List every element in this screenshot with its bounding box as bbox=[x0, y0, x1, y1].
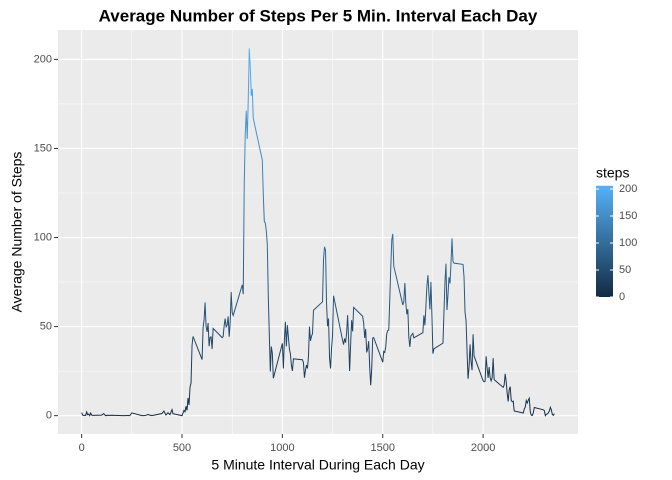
y-tick-label: 100 bbox=[34, 231, 52, 243]
plot-panel bbox=[58, 30, 578, 434]
x-tick-label: 1000 bbox=[270, 442, 294, 454]
x-tick-label: 500 bbox=[173, 442, 191, 454]
legend-title: steps bbox=[596, 165, 629, 181]
x-axis-label: 5 Minute Interval During Each Day bbox=[211, 457, 424, 473]
y-tick-label: 200 bbox=[34, 53, 52, 65]
x-tick-label: 0 bbox=[79, 442, 85, 454]
y-axis-label: Average Number of Steps bbox=[9, 152, 25, 313]
y-tick-label: 150 bbox=[34, 142, 52, 154]
y-tick-label: 50 bbox=[40, 320, 52, 332]
legend-label: 100 bbox=[619, 237, 637, 249]
legend-label: 0 bbox=[619, 291, 625, 303]
legend-label: 150 bbox=[619, 210, 637, 222]
legend-label: 50 bbox=[619, 264, 631, 276]
data-line bbox=[81, 48, 555, 417]
y-tick-label: 0 bbox=[46, 410, 52, 422]
legend-colorbar bbox=[596, 185, 613, 297]
legend-label: 200 bbox=[619, 183, 637, 195]
x-tick-label: 1500 bbox=[370, 442, 394, 454]
chart-title: Average Number of Steps Per 5 Min. Inter… bbox=[99, 6, 538, 25]
x-tick-label: 2000 bbox=[471, 442, 495, 454]
